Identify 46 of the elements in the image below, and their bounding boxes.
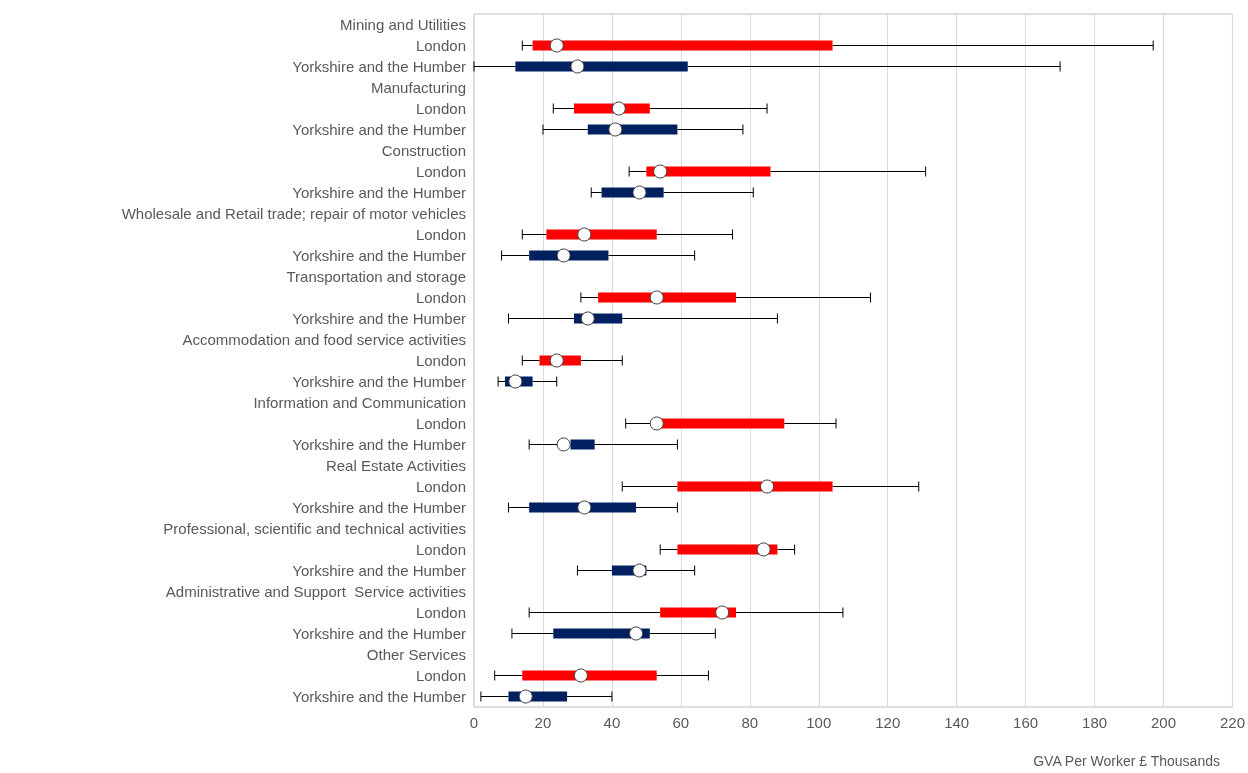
y-tick-label: London [415,415,466,432]
y-tick-label: Yorkshire and the Humber [292,436,466,453]
x-tick-label: 0 [469,714,479,731]
y-tick-label: London [415,604,466,621]
x-tick-label: 120 [875,714,901,731]
x-tick-label: 40 [603,714,621,731]
x-tick-label: 160 [1013,714,1039,731]
y-tick-label: Other Services [366,646,466,663]
y-tick-label: Manufacturing [370,79,466,96]
y-tick-label: Yorkshire and the Humber [292,121,466,138]
y-tick-label: London [415,478,466,495]
y-tick-label: London [415,100,466,117]
y-tick-label: Construction [381,142,466,159]
y-tick-label: Yorkshire and the Humber [292,184,466,201]
y-tick-label: London [415,226,466,243]
y-tick-label: Mining and Utilities [340,16,466,33]
y-tick-label: London [415,541,466,558]
x-tick-label: 80 [741,714,759,731]
y-tick-label: Professional, scientific and technical activities [163,520,466,537]
y-tick-label: Yorkshire and the Humber [292,373,466,390]
y-tick-label: London [415,163,466,180]
x-axis-title: GVA Per Worker £ Thousands [1033,753,1220,769]
y-tick-label: Yorkshire and the Humber [292,58,466,75]
y-tick-label: Accommodation and food service activities [182,331,466,348]
y-tick-label: Yorkshire and the Humber [292,688,466,705]
x-tick-label: 20 [534,714,552,731]
y-tick-label: Information and Communication [253,394,466,411]
y-tick-label: Transportation and storage [286,268,466,285]
y-tick-label: London [415,352,466,369]
x-tick-label: 200 [1151,714,1177,731]
y-tick-label: Yorkshire and the Humber [292,310,466,327]
x-tick-label: 220 [1219,714,1245,731]
y-tick-label: Administrative and Support Service activities [165,583,466,600]
y-tick-label: Real Estate Activities [325,457,466,474]
x-tick-label: 60 [672,714,690,731]
y-tick-label: London [415,289,466,306]
y-tick-label: Wholesale and Retail trade; repair of motor vehicles [121,205,466,222]
y-tick-label: Yorkshire and the Humber [292,562,466,579]
y-tick-label: London [415,37,466,54]
y-tick-label: Yorkshire and the Humber [292,499,466,516]
y-tick-label: Yorkshire and the Humber [292,247,466,264]
y-tick-label: London [415,667,466,684]
x-tick-label: 180 [1082,714,1108,731]
y-tick-label: Yorkshire and the Humber [292,625,466,642]
x-tick-label: 100 [806,714,832,731]
x-tick-label: 140 [944,714,970,731]
